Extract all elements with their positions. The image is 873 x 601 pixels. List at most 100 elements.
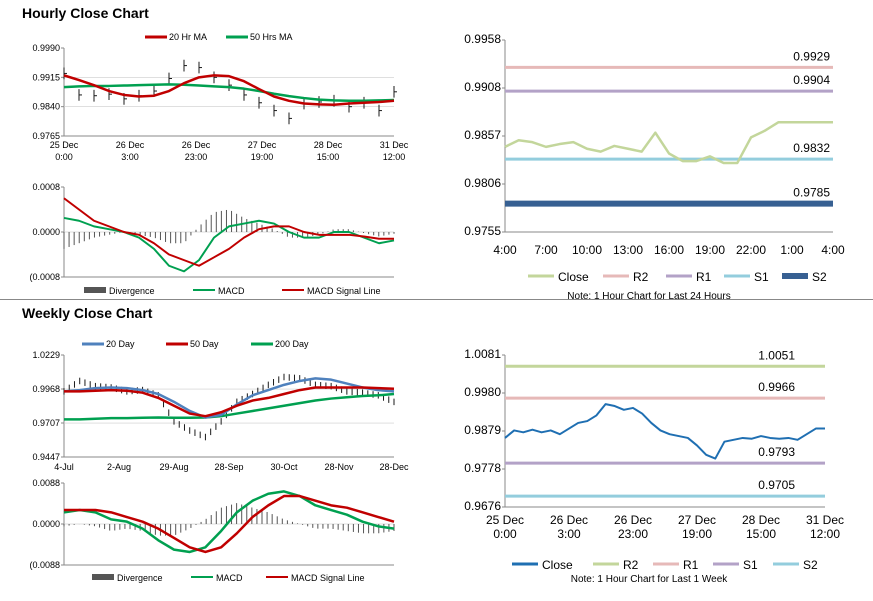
weekly-macd-ytick-0: 0.0088 (32, 478, 60, 488)
hourly-price-xtick-time-1: 3:00 (121, 152, 139, 162)
legend-weekly-levels-label-s1: S1 (743, 558, 758, 572)
hourly-price-ytick-1: 0.9915 (32, 72, 60, 82)
hourly-levels-ytick-2: 0.9857 (464, 128, 501, 142)
weekly-level-label-s1: 0.9793 (758, 445, 795, 459)
hourly-section-title: Hourly Close Chart (22, 5, 149, 21)
hourly-price-xtick-1: 26 Dec (116, 140, 145, 150)
weekly-200day-line (64, 392, 395, 421)
hourly-price-xtick-time-3: 19:00 (251, 152, 274, 162)
hourly-price-xtick-5: 31 Dec (380, 140, 409, 150)
weekly-levels-xtick-time-3: 19:00 (682, 527, 712, 541)
hourly-price-xtick-time-4: 15:00 (317, 152, 340, 162)
legend-hourly-levels-label-s2: S2 (812, 270, 827, 284)
weekly-levels-xtick-3: 27 Dec (678, 513, 716, 527)
weekly-50day-line (64, 386, 395, 418)
legend-weekly-levels-label-r2: R2 (623, 558, 639, 572)
hourly-macd-signal-line (63, 197, 394, 267)
hourly-price-xtick-time-2: 23:00 (185, 152, 208, 162)
weekly-macd-ytick-2: (0.0088 (29, 560, 60, 570)
hourly-levels-ytick-3: 0.9806 (464, 176, 501, 190)
weekly-levels-xtick-5: 31 Dec (806, 513, 844, 527)
weekly-levels-xtick-0: 25 Dec (486, 513, 524, 527)
weekly-level-label-s2: 0.9705 (758, 478, 795, 492)
legend-weekly-divergence-swatch (92, 574, 114, 580)
legend-weekly-levels-label-close: Close (542, 558, 573, 572)
legend-weekly-levels-label-s2: S2 (803, 558, 818, 572)
hourly-macd-ytick-0: 0.0008 (32, 182, 60, 192)
weekly-levels-ytick-1: 0.9980 (464, 385, 501, 399)
weekly-price-xtick-3: 28-Sep (214, 462, 243, 472)
weekly-levels-xtick-time-4: 15:00 (746, 527, 776, 541)
hourly-level-label-s1: 0.9832 (793, 141, 830, 155)
hourly-levels-xtick-1: 7:00 (534, 243, 558, 257)
hourly-price-ytick-3: 0.9765 (32, 131, 60, 141)
hourly-price-ytick-0: 0.9990 (32, 43, 60, 53)
legend-hourly-divergence-swatch (84, 287, 106, 293)
weekly-levels-ytick-3: 0.9778 (464, 461, 501, 475)
hourly-levels-ytick-4: 0.9755 (464, 224, 501, 238)
hourly-levels-ytick-0: 0.9958 (464, 32, 501, 46)
weekly-levels-xtick-time-2: 23:00 (618, 527, 648, 541)
weekly-levels-ytick-2: 0.9879 (464, 423, 501, 437)
hourly-levels-xtick-0: 4:00 (493, 243, 517, 257)
weekly-levels-xtick-2: 26 Dec (614, 513, 652, 527)
hourly-levels-xtick-8: 4:00 (821, 243, 845, 257)
hourly-macd-line (63, 216, 395, 273)
legend-50hr-ma-label: 50 Hrs MA (250, 32, 293, 42)
weekly-levels-xtick-time-1: 3:00 (557, 527, 581, 541)
weekly-level-label-r1: 0.9966 (758, 380, 795, 394)
legend-hourly-signal-label: MACD Signal Line (307, 286, 381, 296)
section-divider (0, 299, 873, 300)
legend-weekly-levels-label-r1: R1 (683, 558, 699, 572)
legend-weekly-macd-label: MACD (216, 573, 243, 583)
legend-hourly-divergence-label: Divergence (109, 286, 155, 296)
legend-hourly-levels-label-r1: R1 (696, 270, 712, 284)
hourly-levels-xtick-3: 13:00 (613, 243, 643, 257)
hourly-price-xtick-2: 26 Dec (182, 140, 211, 150)
legend-200day-label: 200 Day (275, 339, 309, 349)
weekly-price-ytick-3: 0.9447 (32, 452, 60, 462)
weekly-price-xtick-0: 4-Jul (54, 462, 74, 472)
legend-20day-label: 20 Day (106, 339, 135, 349)
weekly-price-xtick-4: 30-Oct (270, 462, 298, 472)
hourly-levels-xtick-6: 22:00 (736, 243, 766, 257)
weekly-price-ytick-2: 0.9707 (32, 418, 60, 428)
weekly-levels-close-line (504, 403, 825, 460)
hourly-price-xtick-0: 25 Dec (50, 140, 79, 150)
weekly-price-xtick-2: 29-Aug (159, 462, 188, 472)
weekly-price-xtick-6: 28-Dec (379, 462, 409, 472)
hourly-levels-ytick-1: 0.9908 (464, 80, 501, 94)
hourly-50hr-ma-line (63, 83, 395, 103)
hourly-price-xtick-time-0: 0:00 (55, 152, 73, 162)
hourly-levels-close-line (504, 121, 833, 165)
legend-hourly-levels-label-r2: R2 (633, 270, 649, 284)
weekly-macd-ytick-1: 0.0000 (32, 519, 60, 529)
weekly-levels-ytick-0: 1.0081 (464, 347, 501, 361)
hourly-macd-ytick-2: (0.0008 (29, 272, 60, 282)
hourly-level-label-r1: 0.9904 (793, 73, 830, 87)
hourly-level-label-s2: 0.9785 (793, 186, 830, 200)
weekly-price-ytick-0: 1.0229 (32, 350, 60, 360)
legend-hourly-levels-label-s1: S1 (754, 270, 769, 284)
weekly-levels-xtick-time-0: 0:00 (493, 527, 517, 541)
weekly-levels-xtick-4: 28 Dec (742, 513, 780, 527)
legend-hourly-macd-label: MACD (218, 286, 245, 296)
legend-weekly-divergence-label: Divergence (117, 573, 163, 583)
weekly-price-xtick-5: 28-Nov (324, 462, 354, 472)
hourly-price-xtick-4: 28 Dec (314, 140, 343, 150)
weekly-level-label-r2: 1.0051 (758, 348, 795, 362)
weekly-section-title: Weekly Close Chart (22, 305, 153, 321)
hourly-20hr-ma-line (63, 74, 395, 106)
weekly-price-xtick-1: 2-Aug (107, 462, 131, 472)
hourly-levels-xtick-5: 19:00 (695, 243, 725, 257)
legend-hourly-levels-label-close: Close (558, 270, 589, 284)
hourly-level-label-r2: 0.9929 (793, 49, 830, 63)
hourly-levels-xtick-7: 1:00 (780, 243, 804, 257)
weekly-price-ytick-1: 0.9968 (32, 384, 60, 394)
hourly-levels-xtick-4: 16:00 (654, 243, 684, 257)
hourly-macd-ytick-1: 0.0000 (32, 227, 60, 237)
hourly-price-xtick-3: 27 Dec (248, 140, 277, 150)
hourly-price-ytick-2: 0.9840 (32, 102, 60, 112)
legend-20hr-ma-label: 20 Hr MA (169, 32, 207, 42)
